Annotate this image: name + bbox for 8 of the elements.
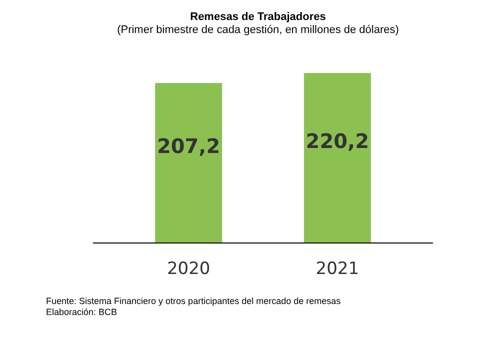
chart-title: Remesas de Trabajadores [190, 11, 326, 23]
chart-subtitle: (Primer bimestre de cada gestión, en millones de dólares) [117, 24, 399, 36]
source-note: Fuente: Sistema Financiero y otros participantes del mercado de remesas [46, 296, 342, 306]
data-label: 207,2 [156, 134, 220, 158]
text: Elaboración: BCB [46, 307, 118, 317]
x-tick-label: 2020 [166, 259, 210, 279]
data-label: 220,2 [306, 129, 370, 153]
x-tick-label: 2021 [316, 259, 360, 279]
